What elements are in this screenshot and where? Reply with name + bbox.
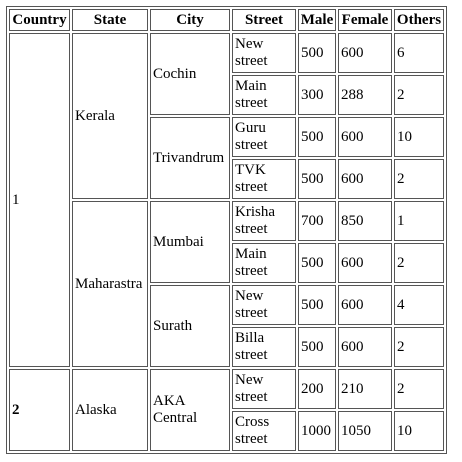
male-count-cell: 500 bbox=[298, 285, 336, 325]
header-male: Male bbox=[298, 9, 336, 31]
population-table-container: Country State City Street Male Female Ot… bbox=[6, 6, 447, 454]
male-count-cell: 300 bbox=[298, 75, 336, 115]
table-row: Maharastra Mumbai Krisha street 700 850 1 bbox=[9, 201, 444, 367]
state-cell: Maharastra bbox=[72, 201, 148, 367]
female-count-cell: 1050 bbox=[338, 411, 392, 451]
female-count-cell: 600 bbox=[338, 243, 392, 283]
header-row: Country State City Street Male Female Ot… bbox=[9, 9, 444, 31]
country-cell: 1 bbox=[9, 33, 70, 367]
others-count-cell: 4 bbox=[394, 285, 444, 325]
city-cell: Cochin bbox=[150, 33, 230, 115]
table-body: 1 Kerala Cochin New street 500 600 6 Main stree… bbox=[9, 33, 444, 451]
city-cell: AKA Central bbox=[150, 369, 230, 451]
city-cell: Trivandrum bbox=[150, 117, 230, 199]
male-count-cell: 500 bbox=[298, 243, 336, 283]
female-count-cell: 210 bbox=[338, 369, 392, 409]
others-count-cell: 2 bbox=[394, 159, 444, 199]
street-cell: Main street bbox=[232, 243, 296, 283]
street-cell: Guru street bbox=[232, 117, 296, 157]
table-row: Cross street 1000 1050 10 bbox=[9, 411, 444, 451]
others-count-cell: 10 bbox=[394, 117, 444, 157]
street-cell: Krisha street bbox=[232, 201, 296, 241]
others-count-cell: 2 bbox=[394, 243, 444, 283]
street-cell: Main street bbox=[232, 75, 296, 115]
male-count-cell: 500 bbox=[298, 117, 336, 157]
street-cell: TVK street bbox=[232, 159, 296, 199]
female-count-cell: 600 bbox=[338, 327, 392, 367]
city-cell: Mumbai bbox=[150, 201, 230, 283]
header-street: Street bbox=[232, 9, 296, 31]
male-count-cell: 200 bbox=[298, 369, 336, 409]
header-state: State bbox=[72, 9, 148, 31]
table-row: TVK street 500 600 2 bbox=[9, 159, 444, 199]
header-others: Others bbox=[394, 9, 444, 31]
table-row: Billa street 500 600 2 bbox=[9, 327, 444, 367]
male-count-cell: 500 bbox=[298, 33, 336, 73]
population-table: Country State City Street Male Female Ot… bbox=[6, 6, 447, 454]
street-cell: New street bbox=[232, 369, 296, 409]
header-female: Female bbox=[338, 9, 392, 31]
female-count-cell: 600 bbox=[338, 159, 392, 199]
table-row: Main street 300 288 2 bbox=[9, 75, 444, 115]
table-row: Trivandrum Guru street 500 600 10 bbox=[9, 117, 444, 199]
male-count-cell: 500 bbox=[298, 159, 336, 199]
table-row: 1 Kerala Cochin New street 500 600 6 bbox=[9, 33, 444, 367]
street-cell: New street bbox=[232, 33, 296, 73]
others-count-cell: 2 bbox=[394, 327, 444, 367]
city-cell: Surath bbox=[150, 285, 230, 367]
state-cell: Kerala bbox=[72, 33, 148, 199]
female-count-cell: 600 bbox=[338, 33, 392, 73]
table-row: Main street 500 600 2 bbox=[9, 243, 444, 283]
others-count-cell: 1 bbox=[394, 201, 444, 241]
table-row: 2 Alaska AKA Central New street 200 210 2 bbox=[9, 369, 444, 451]
header-country: Country bbox=[9, 9, 70, 31]
street-cell: Cross street bbox=[232, 411, 296, 451]
header-city: City bbox=[150, 9, 230, 31]
female-count-cell: 600 bbox=[338, 117, 392, 157]
table-row: Surath New street 500 600 4 bbox=[9, 285, 444, 367]
others-count-cell: 6 bbox=[394, 33, 444, 73]
street-cell: Billa street bbox=[232, 327, 296, 367]
others-count-cell: 2 bbox=[394, 369, 444, 409]
male-count-cell: 700 bbox=[298, 201, 336, 241]
female-count-cell: 600 bbox=[338, 285, 392, 325]
others-count-cell: 10 bbox=[394, 411, 444, 451]
female-count-cell: 850 bbox=[338, 201, 392, 241]
state-cell: Alaska bbox=[72, 369, 148, 451]
others-count-cell: 2 bbox=[394, 75, 444, 115]
male-count-cell: 1000 bbox=[298, 411, 336, 451]
male-count-cell: 500 bbox=[298, 327, 336, 367]
street-cell: New street bbox=[232, 285, 296, 325]
country-cell: 2 bbox=[9, 369, 70, 451]
female-count-cell: 288 bbox=[338, 75, 392, 115]
